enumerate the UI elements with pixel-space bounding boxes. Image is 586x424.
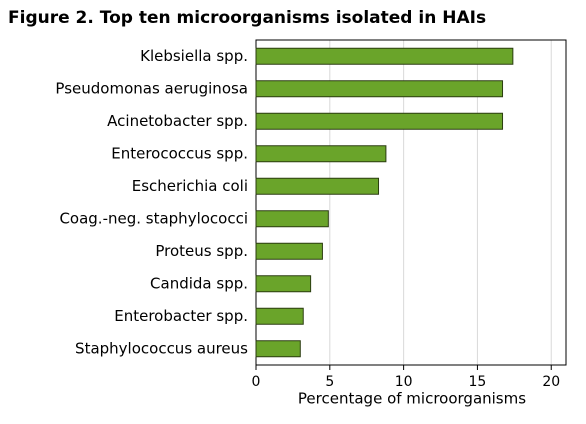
bar xyxy=(255,112,504,130)
y-tick-label: Acinetobacter spp. xyxy=(107,112,248,130)
y-tick-label: Klebsiella spp. xyxy=(140,47,248,65)
x-tick-label: 20 xyxy=(542,374,560,390)
chart-title: Figure 2. Top ten microorganisms isolate… xyxy=(8,8,486,28)
x-tick-label: 15 xyxy=(469,374,487,390)
bar xyxy=(255,242,323,260)
y-tick-label: Proteus spp. xyxy=(155,242,248,260)
bar xyxy=(255,307,304,325)
bar xyxy=(255,80,504,98)
y-tick-label: Coag.-neg. staphylococci xyxy=(59,209,248,227)
bar xyxy=(255,177,380,195)
x-tick-label: 5 xyxy=(325,374,334,390)
x-tick-label: 10 xyxy=(395,374,413,390)
x-tick-label: 0 xyxy=(252,374,261,390)
x-axis-label: Percentage of microorganisms xyxy=(298,390,526,408)
y-tick-label: Candida spp. xyxy=(150,274,248,292)
bar xyxy=(255,210,329,228)
bar xyxy=(255,275,312,293)
bar xyxy=(255,340,301,358)
y-tick-label: Staphylococcus aureus xyxy=(75,339,248,357)
y-tick-label: Pseudomonas aeruginosa xyxy=(55,79,248,97)
y-tick-label: Enterococcus spp. xyxy=(111,144,248,162)
y-tick-label: Enterobacter spp. xyxy=(114,307,248,325)
plot-frame xyxy=(255,39,567,366)
bar xyxy=(255,47,514,65)
bar xyxy=(255,145,387,163)
y-tick-label: Escherichia coli xyxy=(132,177,248,195)
